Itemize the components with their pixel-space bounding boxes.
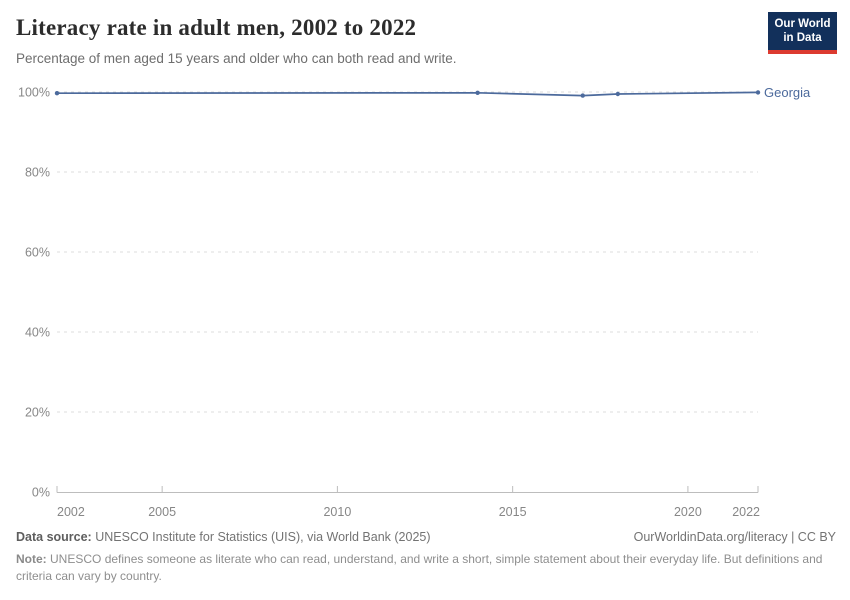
owid-logo-accent-bar bbox=[768, 49, 837, 54]
x-axis-tick-label: 2022 bbox=[732, 505, 760, 519]
y-axis-tick-label: 0% bbox=[32, 486, 50, 500]
y-axis-tick-label: 80% bbox=[25, 166, 50, 180]
data-point[interactable] bbox=[580, 93, 585, 98]
attribution-link[interactable]: OurWorldinData.org/literacy | CC BY bbox=[633, 530, 836, 544]
x-axis-tick-label: 2002 bbox=[57, 505, 85, 519]
data-source-text: UNESCO Institute for Statistics (UIS), v… bbox=[95, 530, 431, 544]
note-label: Note: bbox=[16, 552, 47, 566]
y-axis-tick-label: 20% bbox=[25, 406, 50, 420]
page-title: Literacy rate in adult men, 2002 to 2022 bbox=[16, 15, 417, 40]
owid-logo-text: Our World in Data bbox=[768, 12, 837, 50]
note-text: Note: UNESCO defines someone as literate… bbox=[16, 552, 823, 584]
x-axis-tick-label: 2020 bbox=[674, 505, 702, 519]
chart-footer: Data source: UNESCO Institute for Statis… bbox=[16, 530, 836, 585]
owid-logo[interactable]: Our World in Data bbox=[768, 12, 837, 54]
chart-header: Literacy rate in adult men, 2002 to 2022… bbox=[16, 14, 756, 66]
data-line-georgia[interactable] bbox=[56, 91, 759, 97]
y-axis-tick-label: 40% bbox=[25, 326, 50, 340]
x-axis-tick-label: 2010 bbox=[323, 505, 351, 519]
y-axis-tick-label: 100% bbox=[18, 86, 50, 100]
data-point[interactable] bbox=[475, 90, 480, 96]
entity-label[interactable]: Georgia bbox=[764, 85, 811, 100]
data-point[interactable] bbox=[615, 91, 620, 97]
page-subtitle: Percentage of men aged 15 years and olde… bbox=[16, 50, 457, 66]
x-axis-tick-label: 2015 bbox=[499, 505, 527, 519]
data-source: Data source: UNESCO Institute for Statis… bbox=[16, 530, 431, 544]
data-source-label: Data source: bbox=[16, 530, 92, 544]
x-axis-tick-label: 2005 bbox=[148, 505, 176, 519]
y-axis-tick-label: 60% bbox=[25, 246, 50, 260]
data-point[interactable] bbox=[54, 91, 60, 96]
data-point[interactable] bbox=[755, 90, 761, 95]
